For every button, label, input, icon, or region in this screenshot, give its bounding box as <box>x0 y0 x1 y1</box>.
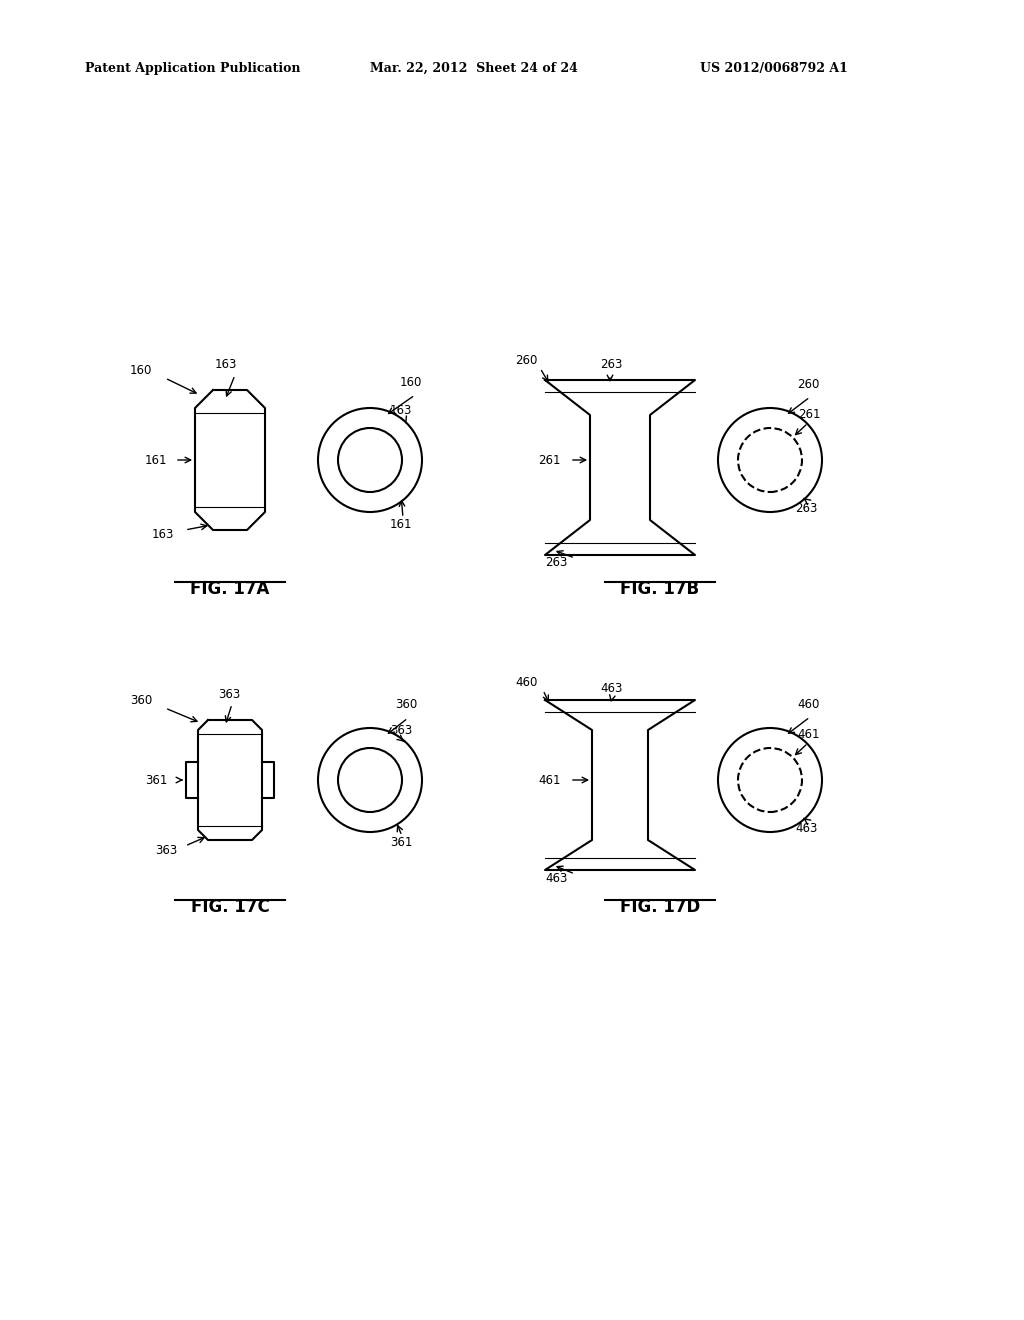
Text: FIG. 17A: FIG. 17A <box>190 579 269 598</box>
Text: 363: 363 <box>390 723 413 737</box>
Text: Mar. 22, 2012  Sheet 24 of 24: Mar. 22, 2012 Sheet 24 of 24 <box>370 62 578 75</box>
Text: FIG. 17D: FIG. 17D <box>620 898 700 916</box>
Text: 160: 160 <box>400 375 422 388</box>
Text: 363: 363 <box>155 843 177 857</box>
Text: 360: 360 <box>395 698 417 711</box>
Text: 263: 263 <box>545 556 567 569</box>
Text: 163: 163 <box>390 404 413 417</box>
Text: 463: 463 <box>795 821 817 834</box>
Text: FIG. 17C: FIG. 17C <box>190 898 269 916</box>
Text: 260: 260 <box>797 379 819 392</box>
Text: 361: 361 <box>145 774 167 787</box>
Text: FIG. 17B: FIG. 17B <box>621 579 699 598</box>
Text: 163: 163 <box>215 359 238 371</box>
Text: 263: 263 <box>795 502 817 515</box>
Text: 160: 160 <box>130 363 153 376</box>
Text: 463: 463 <box>600 681 623 694</box>
Text: 163: 163 <box>152 528 174 541</box>
Text: 261: 261 <box>538 454 560 466</box>
Text: 460: 460 <box>797 698 819 711</box>
Text: 161: 161 <box>390 519 413 532</box>
Text: 363: 363 <box>218 689 241 701</box>
Text: 461: 461 <box>797 729 819 742</box>
Text: 463: 463 <box>545 871 567 884</box>
Text: US 2012/0068792 A1: US 2012/0068792 A1 <box>700 62 848 75</box>
Text: 260: 260 <box>515 354 538 367</box>
Text: 263: 263 <box>600 359 623 371</box>
Text: 460: 460 <box>515 676 538 689</box>
Text: 461: 461 <box>538 774 560 787</box>
Text: 361: 361 <box>390 837 413 850</box>
Text: 161: 161 <box>145 454 168 466</box>
Text: 261: 261 <box>798 408 820 421</box>
Text: 360: 360 <box>130 693 153 706</box>
Text: Patent Application Publication: Patent Application Publication <box>85 62 300 75</box>
